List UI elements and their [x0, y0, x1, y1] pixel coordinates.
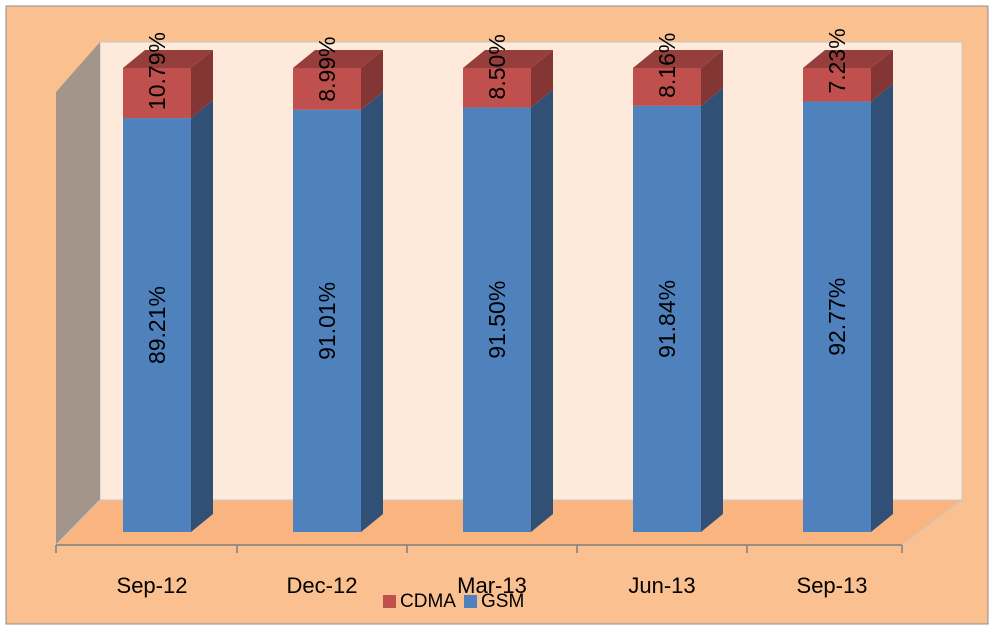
bar-gsm-side-sep-13: [871, 83, 893, 532]
bar-cdma-side-sep-13: [871, 50, 893, 102]
data-label-cdma-sep-12: 10.79%: [144, 32, 170, 110]
data-label-gsm-sep-12: 89.21%: [144, 286, 170, 364]
legend-swatch-gsm: [464, 595, 477, 608]
data-label-gsm-sep-13: 92.77%: [824, 278, 850, 356]
data-label-gsm-mar-13: 91.50%: [484, 281, 510, 359]
bar-top-sep-13: [803, 50, 893, 68]
bar-cdma-sep-12: [123, 68, 191, 119]
bar-gsm-side-jun-13: [701, 87, 723, 532]
bar-gsm-side-sep-12: [191, 100, 213, 532]
bar-cdma-side-mar-13: [531, 50, 553, 108]
data-label-gsm-jun-13: 91.84%: [654, 280, 680, 358]
bar-cdma-side-jun-13: [701, 50, 723, 106]
data-label-cdma-jun-13: 8.16%: [654, 33, 680, 98]
bar-cdma-jun-13: [633, 68, 701, 106]
bar-gsm-side-dec-12: [361, 91, 383, 533]
bar-top-mar-13: [463, 50, 553, 68]
bar-cdma-dec-12: [293, 68, 361, 110]
x-tick-label-sep-13: Sep-13: [797, 573, 868, 598]
bar-gsm-side-mar-13: [531, 89, 553, 532]
bar-cdma-mar-13: [463, 68, 531, 108]
bar-gsm-mar-13: [463, 107, 531, 532]
bar-cdma-side-dec-12: [361, 50, 383, 110]
data-label-cdma-mar-13: 8.50%: [484, 34, 510, 99]
bar-top-jun-13: [633, 50, 723, 68]
bar-top-sep-12: [123, 50, 213, 68]
x-tick-label-mar-13: Mar-13: [457, 573, 527, 598]
x-tick-label-jun-13: Jun-13: [628, 573, 695, 598]
data-label-gsm-dec-12: 91.01%: [314, 282, 340, 360]
bar-top-dec-12: [293, 50, 383, 68]
legend-swatch-cdma: [383, 595, 396, 608]
bar-gsm-sep-12: [123, 118, 191, 532]
bar-cdma-side-sep-12: [191, 50, 213, 119]
bars-group: 89.21% 10.79% 91.01% 8.99% 91.50% 8.50% 91.84%…: [123, 28, 893, 533]
data-label-cdma-dec-12: 8.99%: [314, 36, 340, 101]
legend-label-gsm: GSM: [481, 591, 524, 612]
bar-gsm-jun-13: [633, 105, 701, 532]
bar-cdma-sep-13: [803, 68, 871, 102]
side-wall: [56, 42, 100, 545]
x-tick-label-sep-12: Sep-12: [117, 573, 188, 598]
x-tick-label-dec-12: Dec-12: [287, 573, 358, 598]
x-tick-labels: Sep-12 Dec-12 Mar-13 Jun-13 Sep-13: [55, 545, 903, 598]
legend: CDMA GSM: [383, 591, 524, 612]
bar-gsm-dec-12: [293, 109, 361, 533]
bar-gsm-sep-13: [803, 101, 871, 532]
legend-label-cdma: CDMA: [400, 591, 456, 612]
data-label-cdma-sep-13: 7.23%: [824, 28, 850, 93]
